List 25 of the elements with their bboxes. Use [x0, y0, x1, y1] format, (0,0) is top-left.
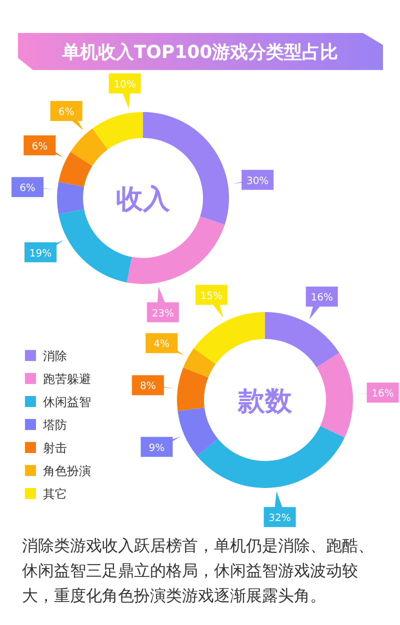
legend-label: 角色扮演 — [43, 464, 91, 478]
legend-label: 塔防 — [42, 418, 67, 432]
data-label: 15% — [200, 290, 223, 302]
legend-label: 其它 — [43, 487, 67, 501]
data-label: 9% — [148, 442, 165, 454]
data-label: 10% — [114, 79, 136, 90]
legend-label: 消除 — [43, 349, 67, 363]
data-label: 6% — [20, 183, 36, 194]
legend-label: 射击 — [43, 441, 67, 455]
data-label: 16% — [372, 388, 394, 400]
text: 款数 — [237, 386, 293, 417]
legend-label: 休闲益智 — [43, 395, 91, 409]
data-label: 30% — [246, 176, 269, 187]
data-label: 16% — [310, 292, 333, 304]
text: 单机收入TOP100游戏分类型占比 — [60, 42, 338, 63]
text: 消除类游戏收入跃居榜首，单机仍是消除、跑酷、休闲益智三足鼎立的格局，休闲益智游戏波动较大，重度化角色扮演类游戏逐渐展露头角。 — [22, 535, 375, 607]
data-label: 4% — [154, 339, 170, 350]
data-label: 8% — [140, 381, 156, 392]
data-label: 23% — [152, 308, 174, 320]
data-label: 32% — [268, 513, 291, 524]
data-label: 6% — [32, 141, 48, 152]
text: 收入 — [116, 184, 171, 215]
data-label: 19% — [29, 248, 52, 260]
legend-label: 跑苦躲避 — [43, 372, 91, 386]
data-label: 6% — [58, 106, 74, 118]
